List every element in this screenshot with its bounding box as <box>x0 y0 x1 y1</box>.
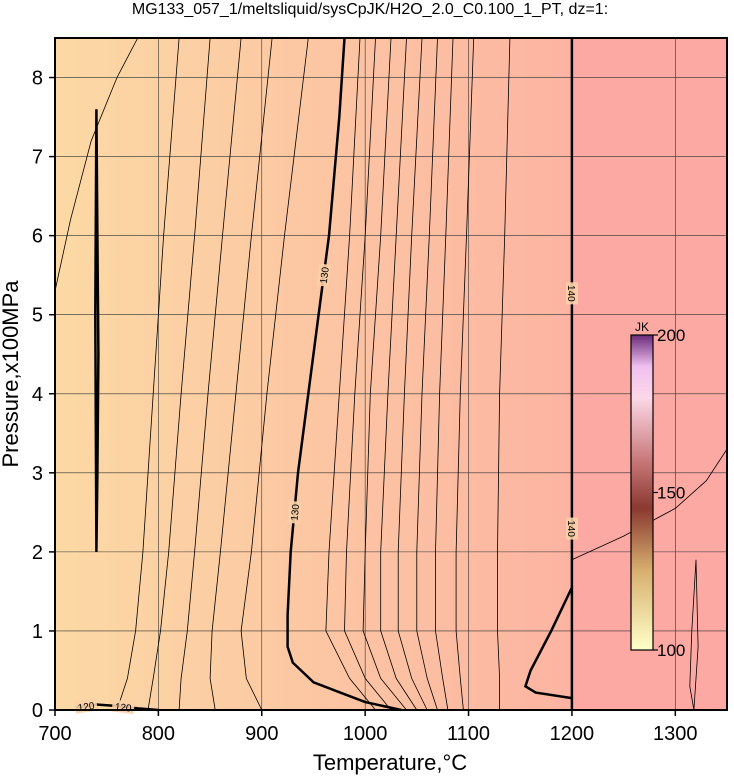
contour-label-bg <box>316 263 332 287</box>
contour-label-bg <box>287 500 302 524</box>
contour-label: 120 <box>77 701 96 714</box>
y-tick-label: 7 <box>32 147 43 169</box>
contour-line <box>54 37 139 292</box>
contour-line <box>689 559 699 711</box>
colorbar-label: JK <box>635 320 649 334</box>
x-axis-label: Temperature,°C <box>313 750 467 775</box>
contour-line <box>325 37 376 711</box>
colorbar-tick-label: 200 <box>657 326 685 345</box>
contour-label: 130 <box>290 503 303 521</box>
x-tick-label: 1300 <box>653 723 698 745</box>
contour-line <box>362 37 407 711</box>
y-tick-label: 5 <box>32 305 43 327</box>
y-tick-label: 0 <box>32 700 43 722</box>
contour-line <box>523 38 574 710</box>
x-tick-label: 800 <box>142 723 175 745</box>
contour-label-group: 140 <box>565 517 578 540</box>
plot-frame <box>54 37 728 711</box>
contour-line <box>147 37 211 711</box>
contour-label: 140 <box>565 285 576 302</box>
x-tick-label: 900 <box>245 723 278 745</box>
y-tick-label: 3 <box>32 463 43 485</box>
contour-label: 120 <box>114 702 132 715</box>
contour-line <box>416 37 438 711</box>
y-tick-label: 8 <box>32 68 43 90</box>
colorbar-tick-label: 100 <box>657 641 685 660</box>
y-tick-label: 2 <box>32 542 43 564</box>
contour-line <box>571 448 728 561</box>
contour-line <box>286 37 402 712</box>
contour-line <box>116 37 180 711</box>
y-axis-label: Pressure,x100MPa <box>0 280 23 468</box>
contour-line <box>397 37 428 711</box>
contour-label-group: 140 <box>565 282 578 305</box>
x-tick-label: 700 <box>38 723 71 745</box>
chart-title: MG133_057_1/meltsliquid/sysCpJK/H2O_2.0_… <box>132 1 608 18</box>
contour-line <box>435 37 454 711</box>
contour-line <box>497 37 511 710</box>
colorbar-tick-label: 150 <box>657 484 685 503</box>
field-background <box>55 38 572 710</box>
contour-label: 130 <box>319 266 332 284</box>
contour-line <box>178 37 242 711</box>
y-tick-label: 4 <box>32 384 43 406</box>
contour-label-group: 120 <box>111 699 135 715</box>
contour-line <box>455 37 475 711</box>
contour-line <box>380 37 418 711</box>
contour-label-bg <box>565 517 578 540</box>
contour-line <box>240 37 309 711</box>
x-tick-label: 1000 <box>343 723 388 745</box>
contour-line <box>209 37 273 711</box>
y-tick-label: 1 <box>32 621 43 643</box>
colorbar <box>630 334 654 651</box>
y-tick-label: 6 <box>32 226 43 248</box>
contour-label: 140 <box>565 520 576 537</box>
contour-label-bg <box>565 282 578 305</box>
contour-label-group: 130 <box>287 500 303 524</box>
x-tick-label: 1100 <box>447 723 490 745</box>
x-tick-label: 1200 <box>550 723 595 745</box>
contour-label-group: 130 <box>316 263 332 287</box>
contour-line <box>344 37 392 711</box>
